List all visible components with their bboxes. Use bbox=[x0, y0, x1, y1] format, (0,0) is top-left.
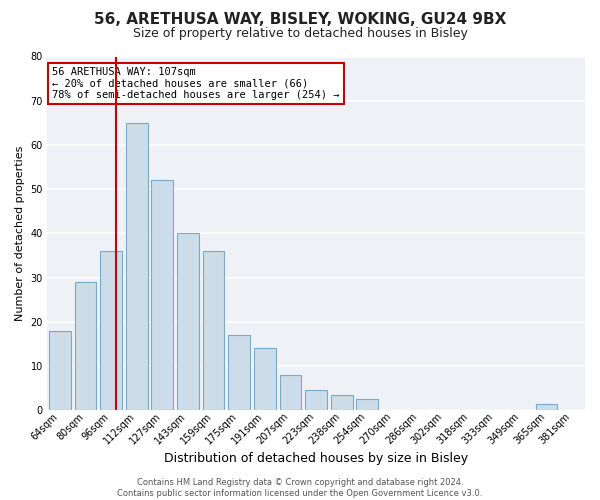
Bar bbox=[229, 335, 250, 410]
Bar bbox=[74, 282, 97, 410]
Bar bbox=[331, 394, 353, 410]
Text: 56, ARETHUSA WAY, BISLEY, WOKING, GU24 9BX: 56, ARETHUSA WAY, BISLEY, WOKING, GU24 9… bbox=[94, 12, 506, 28]
Bar bbox=[203, 251, 224, 410]
Bar bbox=[100, 251, 122, 410]
Bar bbox=[177, 234, 199, 410]
Text: Contains HM Land Registry data © Crown copyright and database right 2024.
Contai: Contains HM Land Registry data © Crown c… bbox=[118, 478, 482, 498]
Bar bbox=[536, 404, 557, 410]
Bar bbox=[280, 375, 301, 410]
Bar bbox=[151, 180, 173, 410]
Bar bbox=[305, 390, 327, 410]
Text: 56 ARETHUSA WAY: 107sqm
← 20% of detached houses are smaller (66)
78% of semi-de: 56 ARETHUSA WAY: 107sqm ← 20% of detache… bbox=[52, 67, 340, 100]
Bar bbox=[356, 399, 378, 410]
Bar bbox=[49, 330, 71, 410]
Y-axis label: Number of detached properties: Number of detached properties bbox=[15, 146, 25, 321]
Bar bbox=[254, 348, 276, 410]
Text: Size of property relative to detached houses in Bisley: Size of property relative to detached ho… bbox=[133, 28, 467, 40]
X-axis label: Distribution of detached houses by size in Bisley: Distribution of detached houses by size … bbox=[164, 452, 468, 465]
Bar bbox=[126, 123, 148, 410]
